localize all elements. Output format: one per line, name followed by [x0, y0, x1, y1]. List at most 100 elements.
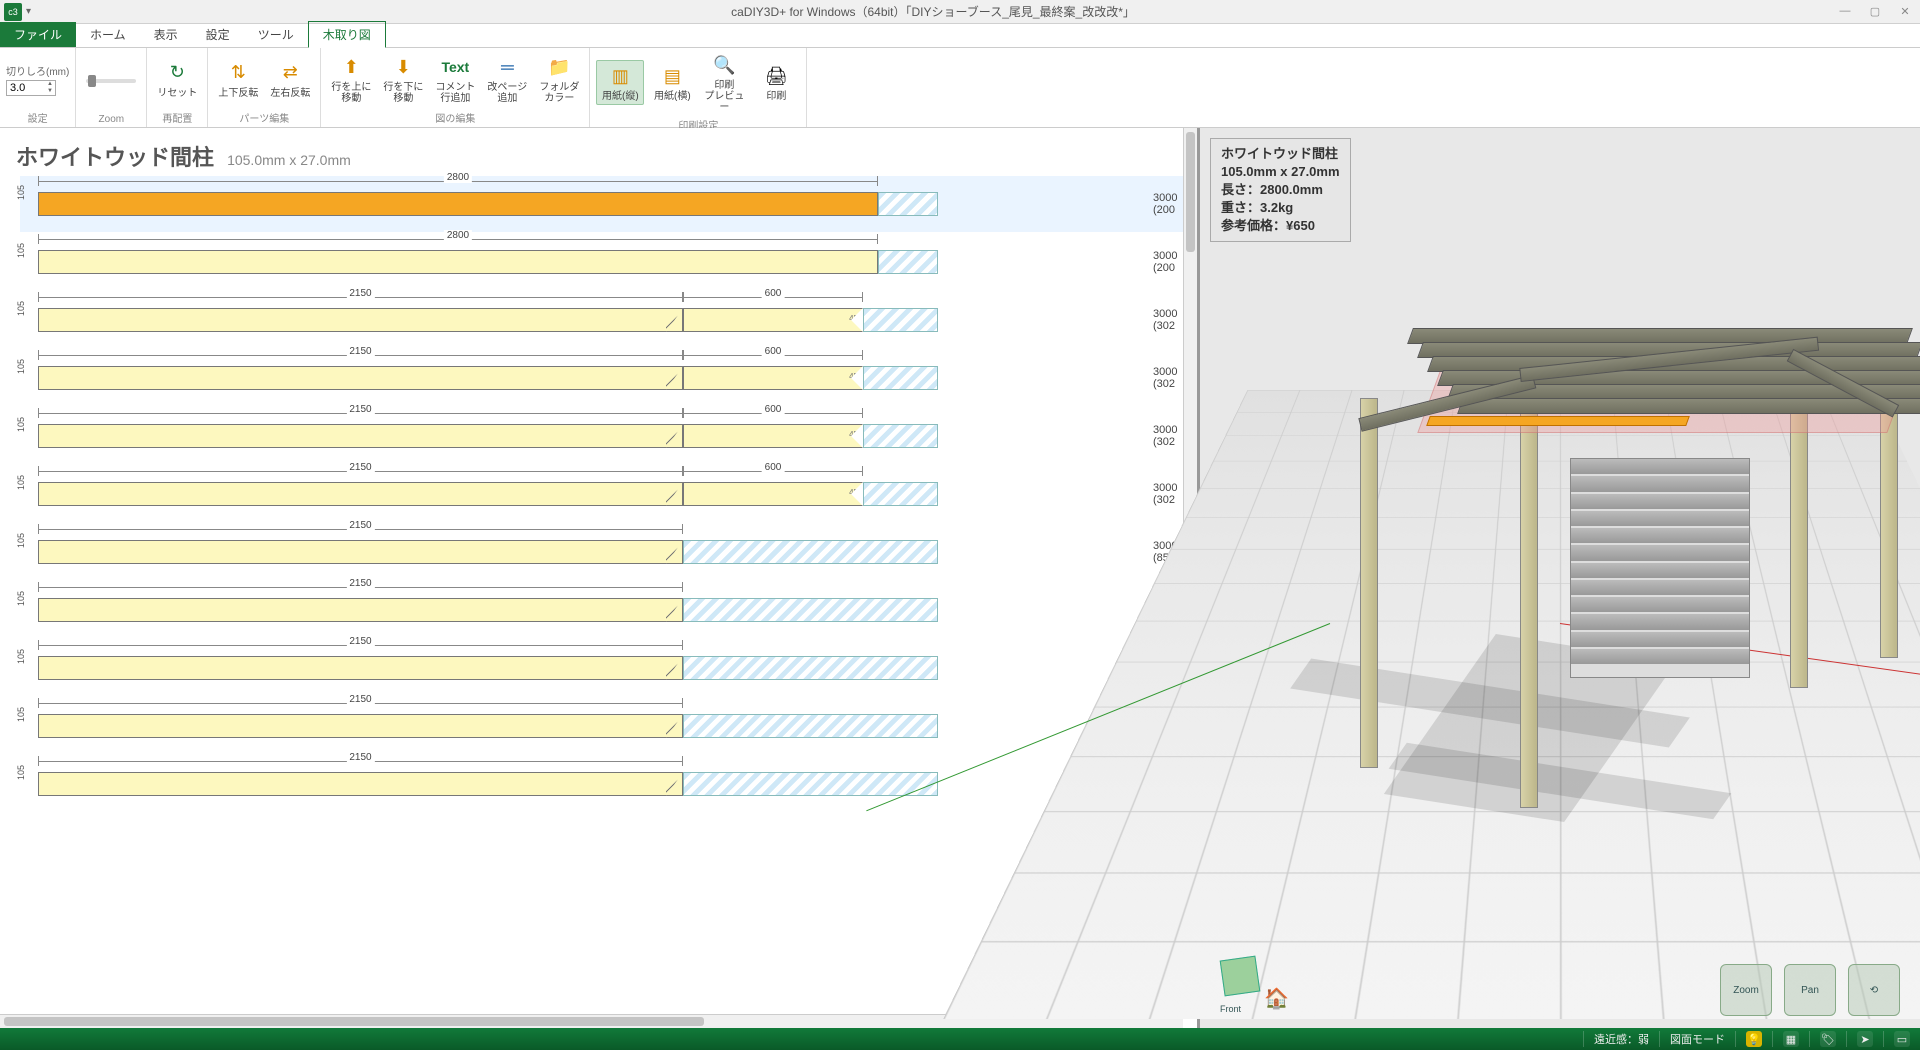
orbit-widget[interactable]: ⟲ — [1848, 964, 1900, 1016]
cut-rows: 10528003000(20010528003000(2001052150600… — [0, 176, 1197, 812]
grid-icon[interactable]: ▦ — [1783, 1031, 1799, 1047]
page-break-button[interactable]: ═改ページ 追加 — [483, 52, 531, 106]
side-dim: 105 — [16, 475, 26, 490]
material-dim: 105.0mm x 27.0mm — [227, 152, 351, 168]
cut-piece[interactable] — [38, 714, 683, 738]
cut-row[interactable]: 10521503000(850 — [20, 640, 1189, 696]
paper-v-icon: ▥ — [607, 63, 633, 89]
cut-row[interactable]: 10521503000(850 — [20, 756, 1189, 812]
group-label-rearrange: 再配置 — [153, 108, 201, 125]
top-dims: 2150 — [38, 640, 1139, 654]
cut-row[interactable]: 10521503000(850 — [20, 582, 1189, 638]
row-down-button[interactable]: ⬇行を下に 移動 — [379, 52, 427, 106]
side-dim: 105 — [16, 359, 26, 374]
row-up-button[interactable]: ⬆行を上に 移動 — [327, 52, 375, 106]
home-icon[interactable]: 🏠 — [1264, 986, 1289, 1011]
cut-piece[interactable]: 45 — [683, 308, 863, 332]
flip-horizontal-button[interactable]: ⇄左右反転 — [266, 58, 314, 101]
flip-v-icon: ⇅ — [225, 60, 251, 86]
top-dims: 2150 — [38, 582, 1139, 596]
cut-piece[interactable] — [38, 250, 878, 274]
comment-add-button[interactable]: Textコメント 行追加 — [431, 52, 479, 106]
waste-piece — [878, 250, 938, 274]
top-dims: 2150600 — [38, 350, 1139, 364]
cut-piece[interactable] — [38, 482, 683, 506]
cut-row[interactable]: 10521503000(850 — [20, 524, 1189, 580]
qat-dropdown[interactable]: ▾ — [26, 6, 36, 17]
side-dim: 105 — [16, 591, 26, 606]
zoom-widget[interactable]: Zoom — [1720, 964, 1772, 1016]
cut-piece[interactable]: 45 — [683, 366, 863, 390]
folder-color-button[interactable]: 📁フォルダ カラー — [535, 52, 583, 106]
paper-h-icon: ▤ — [659, 63, 685, 89]
cut-piece[interactable] — [38, 192, 878, 216]
cut-piece[interactable] — [38, 366, 683, 390]
folder-icon: 📁 — [546, 54, 572, 80]
cursor-icon[interactable]: ➤ — [1857, 1031, 1873, 1047]
minimize-button[interactable]: — — [1830, 5, 1860, 18]
board — [38, 772, 938, 796]
pagebreak-icon: ═ — [494, 54, 520, 80]
pan-widget[interactable]: Pan — [1784, 964, 1836, 1016]
tab-cutlist[interactable]: 木取り図 — [308, 21, 386, 48]
cut-row[interactable]: 1052150600453000(302 — [20, 350, 1189, 406]
status-bar: 遠近感：弱 図面モード 💡 ▦ 🏷 ➤ ▭ — [0, 1028, 1920, 1050]
window-title: caDIY3D+ for Windows（64bit）「DIYショーブース_尾見… — [36, 3, 1830, 20]
print-button[interactable]: 🖨印刷 — [752, 61, 800, 104]
side-dim: 105 — [16, 649, 26, 664]
zoom-slider[interactable] — [86, 79, 136, 83]
cut-row[interactable]: 10528003000(200 — [20, 176, 1189, 232]
kerf-input[interactable] — [7, 81, 45, 95]
side-dim: 105 — [16, 301, 26, 316]
kerf-spinner[interactable]: ▲▼ — [6, 80, 56, 96]
tab-view[interactable]: 表示 — [140, 22, 192, 47]
close-button[interactable]: ✕ — [1890, 5, 1920, 18]
cut-piece[interactable] — [38, 424, 683, 448]
cut-piece[interactable] — [38, 540, 683, 564]
waste-piece — [683, 656, 938, 680]
side-dim: 105 — [16, 707, 26, 722]
tab-tools[interactable]: ツール — [244, 22, 308, 47]
waste-piece — [683, 714, 938, 738]
top-dims: 2150600 — [38, 292, 1139, 306]
flip-vertical-button[interactable]: ⇅上下反転 — [214, 58, 262, 101]
cut-piece[interactable] — [38, 308, 683, 332]
reset-button[interactable]: ↻ リセット — [153, 58, 201, 101]
row-up-icon: ⬆ — [338, 54, 364, 80]
bulb-icon[interactable]: 💡 — [1746, 1031, 1762, 1047]
viewport-3d[interactable]: ホワイトウッド間柱 105.0mm x 27.0mm 長さ：2800.0mm 重… — [1200, 128, 1920, 1028]
tab-settings[interactable]: 設定 — [192, 22, 244, 47]
board — [38, 656, 938, 680]
cut-piece[interactable] — [38, 598, 683, 622]
top-dims: 2150 — [38, 524, 1139, 538]
cut-piece[interactable]: 45 — [683, 424, 863, 448]
group-label-parts: パーツ編集 — [214, 108, 314, 125]
tab-home[interactable]: ホーム — [76, 22, 140, 47]
maximize-button[interactable]: ▢ — [1860, 5, 1890, 18]
view-cube[interactable]: Front 🏠 — [1212, 946, 1282, 1016]
cut-row[interactable]: 10521503000(850 — [20, 698, 1189, 754]
tag-icon[interactable]: 🏷 — [1820, 1031, 1836, 1047]
board — [38, 714, 938, 738]
group-label-figedit: 図の編集 — [327, 108, 583, 125]
paper-landscape-button[interactable]: ▤用紙(横) — [648, 61, 696, 104]
ribbon: 切りしろ(mm) ▲▼ 設定 Zoom ↻ リセット 再配置 ⇅上下反転 ⇄左右… — [0, 48, 1920, 128]
cut-piece[interactable]: 45 — [683, 482, 863, 506]
cut-row[interactable]: 10528003000(200 — [20, 234, 1189, 290]
cut-row[interactable]: 1052150600453000(302 — [20, 292, 1189, 348]
box-icon[interactable]: ▭ — [1894, 1031, 1910, 1047]
cut-row[interactable]: 1052150600453000(302 — [20, 408, 1189, 464]
cut-piece[interactable] — [38, 656, 683, 680]
board: 45 — [38, 482, 938, 506]
tab-file[interactable]: ファイル — [0, 22, 76, 47]
paper-portrait-button[interactable]: ▥用紙(縦) — [596, 60, 644, 105]
status-mode[interactable]: 図面モード — [1659, 1031, 1735, 1047]
print-preview-button[interactable]: 🔍印刷 プレビュー — [700, 50, 748, 115]
waste-piece — [683, 772, 938, 796]
cut-row[interactable]: 1052150600453000(302 — [20, 466, 1189, 522]
board — [38, 192, 938, 216]
status-perspective[interactable]: 遠近感：弱 — [1583, 1031, 1659, 1047]
cut-piece[interactable] — [38, 772, 683, 796]
app-icon: c3 — [4, 3, 22, 21]
board: 45 — [38, 308, 938, 332]
